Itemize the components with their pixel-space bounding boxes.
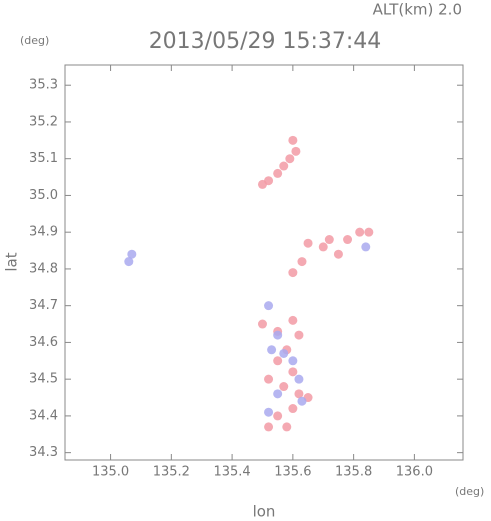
echo-point xyxy=(294,389,304,399)
x-axis-label: lon xyxy=(253,503,276,521)
echo-point xyxy=(282,422,292,432)
echo-point xyxy=(303,238,313,248)
echo-point xyxy=(291,146,301,156)
y-tick-label: 34.7 xyxy=(29,298,58,313)
echo-point xyxy=(297,257,307,267)
plot-frame xyxy=(64,64,464,461)
echo-point xyxy=(288,268,298,278)
y-tick-label: 34.5 xyxy=(29,372,58,387)
echo-point xyxy=(294,330,304,340)
x-tick-label: 135.6 xyxy=(274,465,311,480)
y-tick-label: 35.0 xyxy=(29,188,58,203)
echo-point xyxy=(267,345,277,355)
echo-point xyxy=(355,227,365,237)
echo-point xyxy=(294,374,304,384)
x-tick-label: 135.4 xyxy=(213,465,250,480)
echo-point xyxy=(127,249,137,259)
x-unit: (deg) xyxy=(455,485,484,498)
echo-point xyxy=(279,382,289,392)
echo-point xyxy=(297,396,307,406)
echo-point xyxy=(285,154,295,164)
echo-point xyxy=(279,161,289,171)
echo-point xyxy=(273,411,283,421)
echo-point xyxy=(264,422,274,432)
echo-point xyxy=(333,249,343,259)
echo-point xyxy=(288,135,298,145)
echo-point xyxy=(288,404,298,414)
x-tick-label: 135.0 xyxy=(92,465,129,480)
echo-point xyxy=(288,367,298,377)
echo-point xyxy=(361,242,371,252)
echo-point xyxy=(288,356,298,366)
echo-point xyxy=(279,348,289,358)
altitude-label: ALT(km) 2.0 xyxy=(373,1,462,19)
y-tick-label: 34.3 xyxy=(29,445,58,460)
echo-point xyxy=(257,319,267,329)
y-tick-label: 34.9 xyxy=(29,225,58,240)
echo-point xyxy=(264,301,274,311)
echo-point xyxy=(124,257,134,267)
echo-point xyxy=(264,374,274,384)
echo-point xyxy=(288,315,298,325)
y-tick-label: 34.8 xyxy=(29,261,58,276)
chart-title: 2013/05/29 15:37:44 xyxy=(149,29,382,54)
y-axis-label: lat xyxy=(3,252,21,271)
echo-point xyxy=(273,356,283,366)
x-tick-label: 135.2 xyxy=(153,465,190,480)
echo-point xyxy=(273,389,283,399)
y-tick-label: 34.6 xyxy=(29,335,58,350)
echo-point xyxy=(273,168,283,178)
echo-point xyxy=(364,227,374,237)
echo-point xyxy=(273,330,283,340)
y-tick-label: 35.2 xyxy=(29,114,58,129)
y-tick-label: 35.1 xyxy=(29,151,58,166)
echo-point xyxy=(264,407,274,417)
echo-point xyxy=(343,235,353,245)
y-tick-label: 35.3 xyxy=(29,78,58,93)
y-unit: (deg) xyxy=(20,34,49,47)
x-tick-label: 136.0 xyxy=(396,465,433,480)
y-tick-label: 34.4 xyxy=(29,408,58,423)
x-tick-label: 135.8 xyxy=(335,465,372,480)
echo-point xyxy=(257,179,267,189)
echo-point xyxy=(318,242,328,252)
echo-point xyxy=(324,235,334,245)
